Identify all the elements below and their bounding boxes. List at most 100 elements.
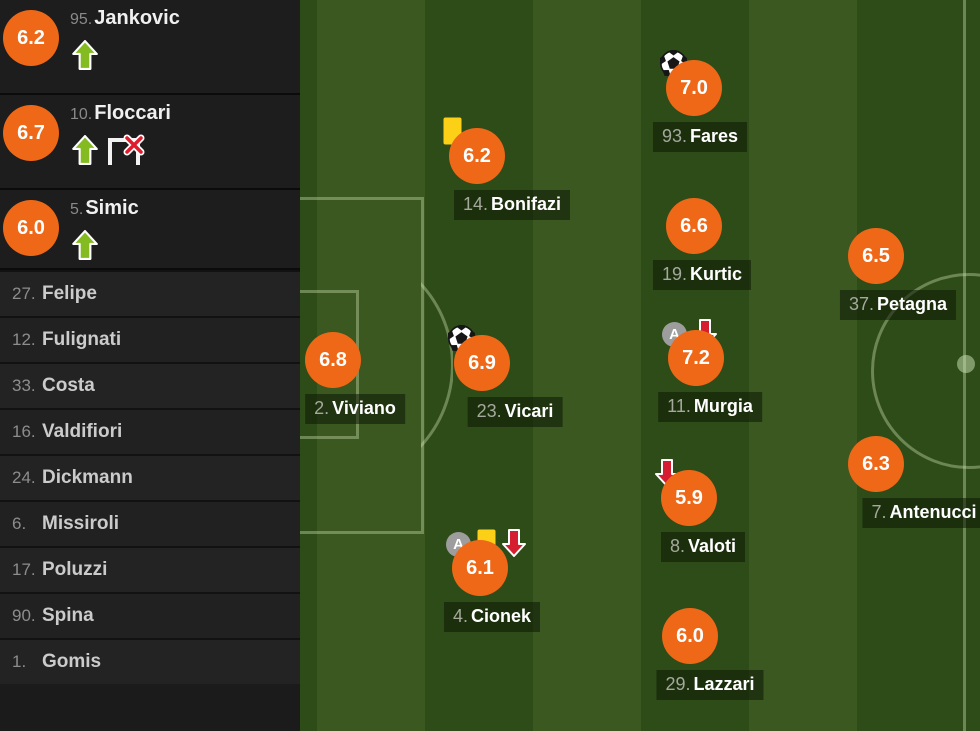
player-shirt-number: 29. — [665, 674, 691, 694]
player-shirt-number: 7. — [871, 502, 887, 522]
player-name-line: 10. Floccari — [70, 102, 300, 125]
bench-player-row[interactable]: 6. Missiroli — [0, 500, 300, 546]
player-marker[interactable]: A 7.2 11. Murgia — [658, 319, 762, 422]
player-name: Dickmann — [42, 467, 133, 488]
player-marker[interactable]: 6.0 29. Lazzari — [656, 608, 764, 700]
player-shirt-number: 17. — [12, 560, 36, 579]
player-shirt-number: 14. — [462, 194, 489, 214]
goal-missed-icon — [106, 134, 146, 166]
player-rating-badge: 7.2 — [668, 330, 724, 386]
player-shirt-number: 4. — [452, 606, 468, 626]
player-rating-badge: 6.9 — [454, 335, 510, 391]
player-shirt-number: 93. — [661, 126, 687, 146]
player-event-icons — [72, 39, 300, 71]
player-name-line: 95. Jankovic — [70, 7, 300, 30]
player-name: Kurtic — [690, 264, 743, 284]
player-name: Jankovic — [94, 7, 180, 29]
player-name: Costa — [42, 375, 95, 396]
player-rating-badge: 6.5 — [848, 228, 904, 284]
player-name: Poluzzi — [42, 559, 108, 580]
center-spot — [957, 355, 975, 373]
player-name: Floccari — [94, 102, 171, 124]
player-rating-badge: 6.1 — [452, 540, 508, 596]
player-label: 11. Murgia — [658, 392, 762, 422]
bench-player-row[interactable]: 17. Poluzzi — [0, 546, 300, 592]
player-shirt-number: 8. — [669, 536, 685, 556]
player-label: 7. Antenucci — [862, 498, 980, 528]
player-rating-badge: 6.8 — [305, 332, 361, 388]
player-event-icons — [72, 229, 300, 261]
player-name: Gomis — [42, 651, 102, 672]
player-label: 14. Bonifazi — [453, 190, 571, 220]
bench-player-row[interactable]: 33. Costa — [0, 362, 300, 408]
player-name: Antenucci — [889, 502, 977, 522]
player-rating-badge: 6.2 — [3, 10, 59, 66]
player-label: 29. Lazzari — [656, 670, 764, 700]
player-rating-badge: 6.0 — [3, 200, 59, 256]
substituted-player-row[interactable]: 6.7 10. Floccari — [0, 95, 300, 190]
player-label: 93. Fares — [652, 122, 748, 152]
player-name: Fares — [689, 126, 739, 146]
player-rating-badge: 6.0 — [662, 608, 718, 664]
player-marker[interactable]: 6.6 19. Kurtic — [652, 198, 752, 290]
player-shirt-number: 95. — [70, 11, 93, 28]
player-name: Valoti — [688, 536, 737, 556]
sub-in-icon — [72, 230, 98, 260]
player-name: Missiroli — [42, 513, 120, 534]
player-name: Simic — [85, 197, 139, 219]
bench-player-row[interactable]: 24. Dickmann — [0, 454, 300, 500]
player-name: Petagna — [877, 294, 948, 314]
player-name: Viviano — [332, 398, 396, 418]
bench-player-row[interactable]: 12. Fulignati — [0, 316, 300, 362]
player-shirt-number: 19. — [661, 264, 688, 284]
player-name: Murgia — [693, 396, 753, 416]
substituted-player-row[interactable]: 6.2 95. Jankovic — [0, 0, 300, 95]
player-label: 19. Kurtic — [652, 260, 752, 290]
pitch: 6.2 14. Bonifazi 7.0 93. Fares 6.6 19. Kurt… — [300, 0, 980, 731]
player-marker[interactable]: 6.8 2. Viviano — [305, 332, 405, 424]
player-shirt-number: 37. — [848, 294, 874, 314]
player-marker[interactable]: 6.5 37. Petagna — [839, 228, 957, 320]
bench-player-row[interactable]: 16. Valdifiori — [0, 408, 300, 454]
player-rating-badge: 6.2 — [449, 128, 505, 184]
player-marker[interactable]: A 6.1 4. Cionek — [443, 529, 541, 632]
player-name: Spina — [42, 605, 94, 626]
player-shirt-number: 6. — [12, 514, 27, 533]
player-event-icons — [72, 134, 300, 166]
player-rating-badge: 7.0 — [666, 60, 722, 116]
player-label: 37. Petagna — [839, 290, 957, 320]
bench-player-row[interactable]: 27. Felipe — [0, 270, 300, 316]
player-marker[interactable]: 6.2 14. Bonifazi — [443, 117, 571, 220]
player-marker[interactable]: 6.9 23. Vicari — [448, 325, 563, 427]
player-shirt-number: 5. — [70, 201, 84, 218]
player-name: Fulignati — [42, 329, 122, 350]
player-shirt-number: 11. — [667, 396, 691, 416]
sub-in-icon — [72, 40, 98, 70]
player-marker[interactable]: 5.9 8. Valoti — [655, 459, 746, 562]
player-shirt-number: 24. — [12, 468, 36, 487]
player-rating-badge: 6.3 — [848, 436, 904, 492]
player-rating-badge: 6.6 — [666, 198, 722, 254]
player-shirt-number: 1. — [12, 652, 27, 671]
player-shirt-number: 10. — [70, 106, 93, 123]
player-name-line: 5. Simic — [70, 197, 300, 220]
substituted-player-row[interactable]: 6.0 5. Simic — [0, 190, 300, 270]
player-shirt-number: 23. — [476, 401, 502, 421]
bench-player-row[interactable]: 1. Gomis — [0, 638, 300, 684]
player-marker[interactable]: 7.0 93. Fares — [652, 50, 748, 152]
player-name: Vicari — [504, 401, 554, 421]
player-marker[interactable]: 6.3 7. Antenucci — [848, 436, 980, 528]
bench-player-row[interactable]: 90. Spina — [0, 592, 300, 638]
player-label: 23. Vicari — [467, 397, 563, 427]
player-shirt-number: 2. — [314, 398, 330, 418]
substituted-players-list: 6.2 95. Jankovic 6.7 10. Floccari 6.0 5. Si… — [0, 0, 300, 270]
player-rating-badge: 6.7 — [3, 105, 59, 161]
player-name: Lazzari — [693, 674, 755, 694]
player-shirt-number: 12. — [12, 330, 36, 349]
sidebar: 6.2 95. Jankovic 6.7 10. Floccari 6.0 5. Si… — [0, 0, 300, 731]
penalty-arc — [421, 244, 453, 480]
player-label: 8. Valoti — [660, 532, 746, 562]
player-name: Bonifazi — [491, 194, 562, 214]
player-shirt-number: 90. — [12, 606, 36, 625]
